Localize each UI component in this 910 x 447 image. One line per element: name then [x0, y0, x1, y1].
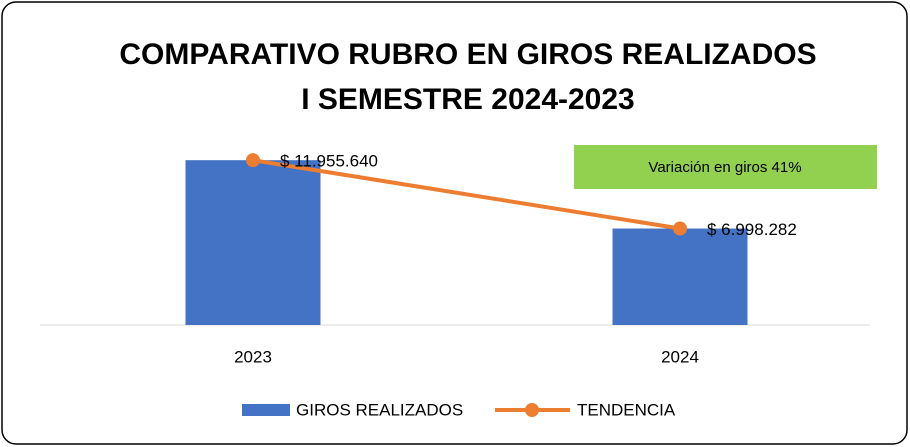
legend-swatch	[525, 403, 539, 417]
trend-line	[251, 158, 682, 231]
legend-swatch	[242, 404, 290, 416]
trend-marker	[246, 153, 260, 168]
legend-label: TENDENCIA	[577, 400, 676, 419]
bar	[612, 228, 748, 325]
value-label: $ 6.998.282	[707, 220, 797, 239]
annotation: Variación en giros 41%	[648, 159, 801, 176]
trend-marker	[673, 221, 687, 236]
x-tick-label: 2024	[661, 347, 699, 366]
chart-title: I SEMESTRE 2024-2023	[301, 83, 635, 116]
value-label: $ 11.955.640	[280, 152, 378, 171]
annotation-box	[574, 145, 877, 189]
bar	[185, 160, 321, 325]
chart-title: COMPARATIVO RUBRO EN GIROS REALIZADOS	[119, 38, 816, 71]
legend-label: GIROS REALIZADOS	[296, 400, 463, 419]
x-tick-label: 2023	[234, 347, 272, 366]
